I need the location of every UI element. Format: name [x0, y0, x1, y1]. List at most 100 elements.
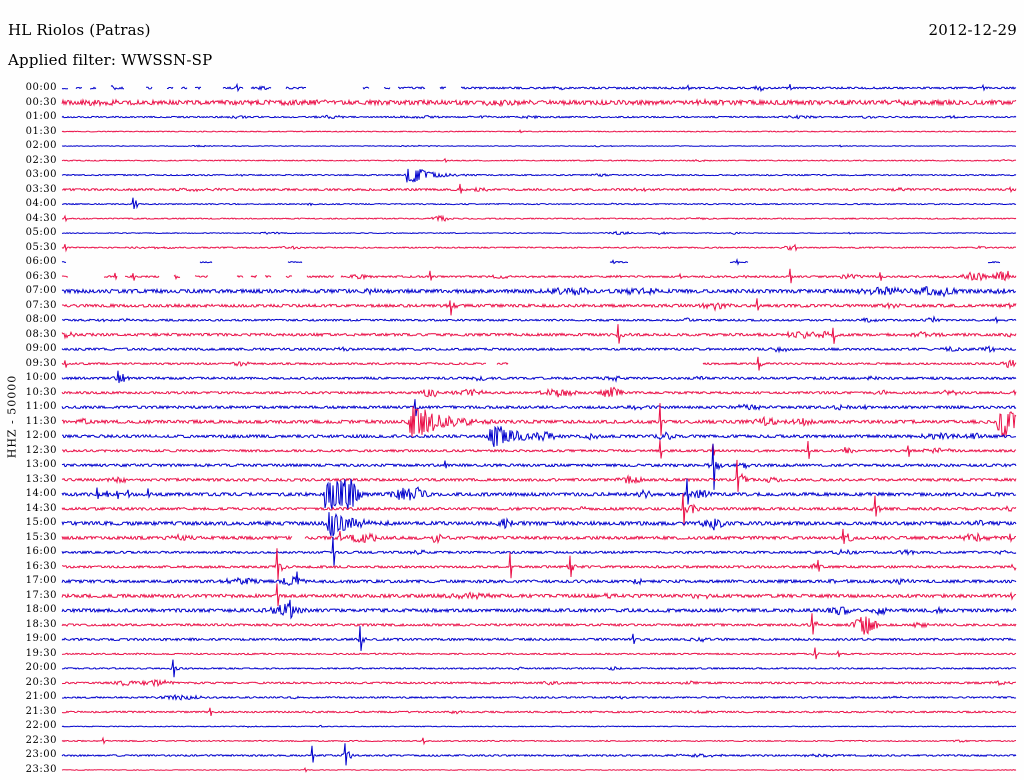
trace-row-18-30: [61, 613, 1017, 635]
time-label-17-30: 17:30: [25, 590, 57, 601]
trace-row-15-30: [61, 528, 1017, 545]
time-label-04-30: 04:30: [25, 213, 57, 224]
time-label-23-30: 23:30: [25, 764, 57, 775]
trace-row-13-00: [61, 443, 1017, 490]
time-label-20-30: 20:30: [25, 677, 57, 688]
trace-row-11-30: [61, 403, 1017, 438]
trace-row-07-30: [61, 298, 1017, 316]
trace-row-23-00: [61, 743, 1017, 766]
trace-row-02-30: [61, 157, 1017, 164]
trace-row-16-30: [62, 548, 1017, 580]
trace-row-17-00: [61, 571, 1017, 587]
trace-row-20-30: [61, 678, 1016, 688]
trace-row-10-30: [61, 386, 1017, 398]
date-label: 2012-12-29: [928, 21, 1017, 39]
time-label-07-00: 07:00: [25, 285, 57, 296]
time-label-08-30: 08:30: [25, 329, 57, 340]
time-label-15-30: 15:30: [25, 532, 57, 543]
trace-row-20-00: [61, 659, 1017, 678]
trace-row-09-30: [61, 356, 1017, 371]
time-label-20-00: 20:00: [25, 662, 57, 673]
time-label-05-30: 05:30: [25, 242, 57, 253]
time-label-13-30: 13:30: [25, 474, 57, 485]
time-label-17-00: 17:00: [25, 575, 57, 586]
trace-row-21-00: [61, 694, 1017, 701]
time-label-11-00: 11:00: [25, 401, 57, 412]
time-label-12-00: 12:00: [25, 430, 57, 441]
time-label-06-30: 06:30: [25, 271, 57, 282]
trace-row-07-00: [61, 285, 1017, 298]
time-label-00-00: 00:00: [25, 82, 57, 93]
time-label-11-30: 11:30: [25, 416, 57, 427]
trace-row-16-00: [61, 536, 1017, 567]
trace-row-01-30: [61, 129, 1017, 134]
time-label-15-00: 15:00: [25, 517, 57, 528]
trace-row-04-30: [61, 214, 1017, 223]
trace-row-19-00: [61, 626, 1017, 651]
time-label-16-30: 16:30: [25, 561, 57, 572]
time-label-22-00: 22:00: [25, 720, 57, 731]
trace-row-11-00: [61, 399, 1017, 417]
time-label-00-30: 00:30: [25, 97, 57, 108]
time-label-19-30: 19:30: [25, 648, 57, 659]
trace-row-14-00: [61, 478, 1017, 510]
trace-row-10-00: [61, 370, 1017, 384]
time-label-03-00: 03:00: [25, 169, 57, 180]
trace-row-14-30: [61, 493, 1017, 527]
time-label-21-30: 21:30: [25, 706, 57, 717]
time-label-18-30: 18:30: [25, 619, 57, 630]
trace-row-01-00: [61, 114, 1017, 120]
time-label-10-00: 10:00: [25, 372, 57, 383]
time-label-02-00: 02:00: [25, 140, 57, 151]
time-label-02-30: 02:30: [25, 155, 57, 166]
trace-row-06-00: [61, 257, 1001, 266]
time-label-14-00: 14:00: [25, 488, 57, 499]
trace-row-02-00: [61, 144, 1017, 148]
time-label-14-30: 14:30: [25, 503, 57, 514]
time-label-08-00: 08:00: [25, 314, 57, 325]
time-label-06-00: 06:00: [25, 256, 57, 267]
trace-row-21-30: [61, 707, 1017, 717]
time-label-01-30: 01:30: [25, 126, 57, 137]
trace-row-05-00: [61, 230, 1017, 236]
time-label-03-30: 03:30: [25, 184, 57, 195]
trace-row-08-30: [61, 324, 1017, 344]
trace-row-00-00: [61, 82, 1017, 93]
trace-row-03-30: [62, 183, 1017, 194]
trace-row-23-30: [61, 766, 1017, 773]
time-label-19-00: 19:00: [25, 633, 57, 644]
time-label-07-30: 07:30: [25, 300, 57, 311]
trace-row-22-30: [61, 736, 1017, 746]
trace-row-03-00: [61, 168, 1017, 183]
time-label-13-00: 13:00: [25, 459, 57, 470]
trace-row-06-30: [61, 268, 1017, 284]
time-label-09-00: 09:00: [25, 343, 57, 354]
station-title: HL Riolos (Patras): [8, 21, 151, 39]
trace-row-12-30: [61, 440, 1017, 459]
trace-row-05-30: [61, 243, 1017, 253]
time-label-16-00: 16:00: [25, 546, 57, 557]
time-label-18-00: 18:00: [25, 604, 57, 615]
trace-row-00-30: [61, 97, 1017, 108]
time-label-04-00: 04:00: [25, 198, 57, 209]
time-label-22-30: 22:30: [25, 735, 57, 746]
trace-row-08-00: [62, 315, 1017, 325]
time-label-10-30: 10:30: [25, 387, 57, 398]
trace-row-15-00: [61, 512, 1017, 537]
applied-filter-label: Applied filter: WWSSN-SP: [8, 51, 213, 69]
trace-row-18-00: [61, 599, 1017, 620]
trace-row-04-00: [61, 197, 1017, 210]
time-label-12-30: 12:30: [25, 445, 57, 456]
time-label-05-00: 05:00: [25, 227, 57, 238]
trace-row-19-30: [61, 647, 1017, 660]
trace-row-22-00: [61, 724, 1017, 728]
time-label-21-00: 21:00: [25, 691, 57, 702]
trace-row-12-00: [61, 425, 1017, 447]
trace-row-09-00: [61, 345, 1017, 354]
time-label-01-00: 01:00: [25, 111, 57, 122]
trace-row-17-30: [61, 583, 1017, 607]
time-label-09-30: 09:30: [25, 358, 57, 369]
trace-row-13-30: [61, 459, 1017, 492]
